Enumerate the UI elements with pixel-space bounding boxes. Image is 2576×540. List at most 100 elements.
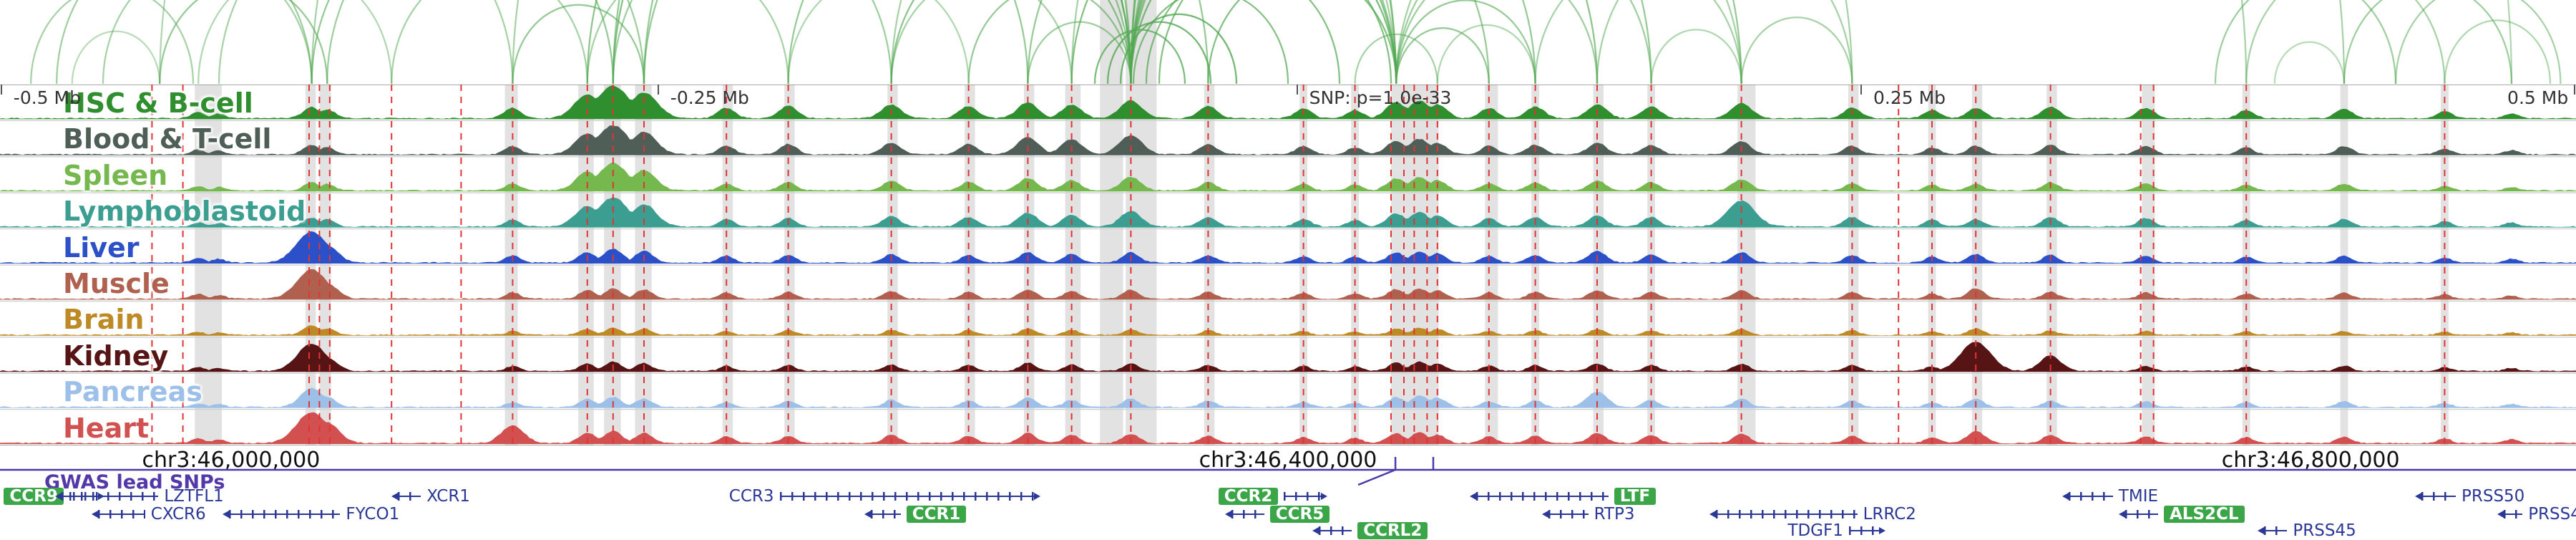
gene-cxcr6: CXCR6 [91, 505, 206, 524]
interaction-arc [1395, 27, 1490, 85]
strand-arrow-icon [1541, 511, 1548, 518]
track-label-muscle: Muscle [63, 268, 170, 299]
intron-line [779, 496, 1034, 497]
interaction-arc [391, 0, 588, 85]
scale-tick [2574, 85, 2576, 95]
interaction-arcs-canvas [30, 0, 2562, 85]
gene-model-ccr1 [864, 510, 901, 519]
strand-arrow-icon [1878, 527, 1885, 534]
interaction-arc [1145, 0, 1341, 85]
gene-model-ccr3 [779, 492, 1040, 501]
signal-area-muscle [0, 269, 2576, 300]
interaction-arc [1395, 0, 1599, 85]
interaction-arc [1354, 33, 1438, 85]
interaction-arc [1436, 24, 1536, 85]
signal-area-hsc-b-cell [0, 85, 2576, 120]
interaction-arc [1093, 29, 1186, 85]
track-label-brain: Brain [63, 304, 145, 336]
interaction-arc [2394, 0, 2562, 85]
gene-label-rtp3: RTP3 [1594, 505, 1635, 524]
zoom-diagonal [1357, 468, 1396, 486]
strand-arrow-icon [864, 511, 871, 518]
gene-model-ccr5 [1224, 510, 1264, 519]
signal-area-brain [0, 325, 2576, 336]
gene-model-xcr1 [391, 492, 421, 501]
coordinate-row: chr3:46,000,000 chr3:46,400,000 chr3:46,80… [0, 445, 2576, 481]
gene-ccr3: CCR3 [729, 487, 1040, 506]
track-label-spleen: Spleen [63, 159, 168, 191]
interaction-arc [1130, 0, 2248, 85]
gene-model-ltf [1469, 492, 1609, 501]
strand-arrow-icon [2062, 493, 2069, 500]
strand-arrow-icon [1709, 511, 1716, 518]
strand-arrow-icon [1033, 493, 1040, 500]
intron-line [2068, 496, 2113, 497]
gene-model-ccr2 [1284, 492, 1328, 501]
gene-ccr2: CCR2 [1218, 487, 1328, 506]
scale-tick [1296, 85, 1298, 95]
gene-prss42: PRSS42 [2497, 505, 2576, 524]
interaction-arc [2273, 41, 2346, 85]
gene-model-lrrc2 [1709, 510, 1858, 519]
signal-area-heart [0, 412, 2576, 444]
track-label-hsc-b-cell: HSC & B-cell [63, 87, 253, 119]
interaction-arc [1650, 29, 1742, 85]
interaction-arc [2444, 19, 2552, 85]
interaction-arc [1596, 0, 1853, 85]
interaction-arc [512, 4, 645, 85]
scale-label-0-5-mb: 0.5 Mb [2507, 87, 2569, 108]
interaction-arc [1130, 0, 1397, 85]
interaction-arc [643, 0, 1029, 85]
scale-label-snp-p-1-0e-33: SNP: p=1.0e-33 [1309, 87, 1452, 108]
gene-model-rtp3 [1541, 510, 1589, 519]
strand-arrow-icon [2119, 511, 2125, 518]
intron-line [229, 514, 341, 515]
intron-line [2264, 530, 2288, 531]
signal-area-blood-t-cell [0, 125, 2576, 155]
interaction-arc [218, 0, 514, 85]
gene-label-ltf: LTF [1614, 488, 1657, 505]
signal-area-kidney [0, 342, 2576, 372]
zoom-indicator [0, 457, 2576, 486]
strand-arrow-icon [1321, 493, 1328, 500]
interaction-arc [512, 0, 1397, 85]
gene-fyco1: FYCO1 [223, 505, 399, 524]
gene-ccrl2: CCRL2 [1312, 521, 1428, 540]
gwas-lead-snps-label: GWAS lead SNPs [44, 471, 225, 493]
scale-label-0-5-mb: -0.5 Mb [13, 87, 81, 108]
interaction-arc [787, 0, 1132, 85]
interaction-arc [159, 0, 328, 85]
interaction-arc [311, 0, 1132, 85]
interaction-arc [1395, 0, 1536, 85]
interaction-arc [967, 0, 1132, 85]
coordinate-label-chr3-46-400-000: chr3:46,400,000 [1199, 448, 1377, 473]
signal-area-lymphoblastoid [0, 197, 2576, 228]
gene-rtp3: RTP3 [1541, 505, 1635, 524]
strand-arrow-icon [1312, 527, 1319, 534]
interaction-arc [612, 0, 1132, 85]
scale-label-0-25-mb: -0.25 Mb [670, 87, 749, 108]
intron-line [1231, 514, 1264, 515]
gene-tdgf1: TDGF1 [1787, 521, 1885, 540]
gene-label-ccrl2: CCRL2 [1357, 522, 1428, 539]
gene-model-prss42 [2497, 510, 2523, 519]
interaction-arc [1132, 0, 1289, 85]
track-label-blood-t-cell: Blood & T-cell [63, 123, 272, 155]
gene-label-ccr5: CCR5 [1269, 506, 1330, 523]
strand-arrow-icon [2258, 527, 2265, 534]
signal-area-pancreas [0, 387, 2576, 408]
gene-lztfl1: LZTFL1 [55, 487, 224, 506]
intron-line [1319, 530, 1352, 531]
gene-xcr1: XCR1 [391, 487, 470, 506]
strand-arrow-icon [2497, 511, 2504, 518]
scale-label-0-25-mb: 0.25 Mb [1873, 87, 1946, 108]
interaction-arc [1119, 13, 1238, 85]
gene-label-prss42: PRSS42 [2528, 505, 2576, 524]
intron-line [1715, 514, 1858, 515]
strand-arrow-icon [2415, 493, 2421, 500]
gene-model-als2cl [2119, 510, 2158, 519]
intron-line [1548, 514, 1589, 515]
interaction-arc [56, 0, 313, 85]
interaction-arc [890, 0, 1073, 85]
scale-tick [1860, 85, 1862, 95]
